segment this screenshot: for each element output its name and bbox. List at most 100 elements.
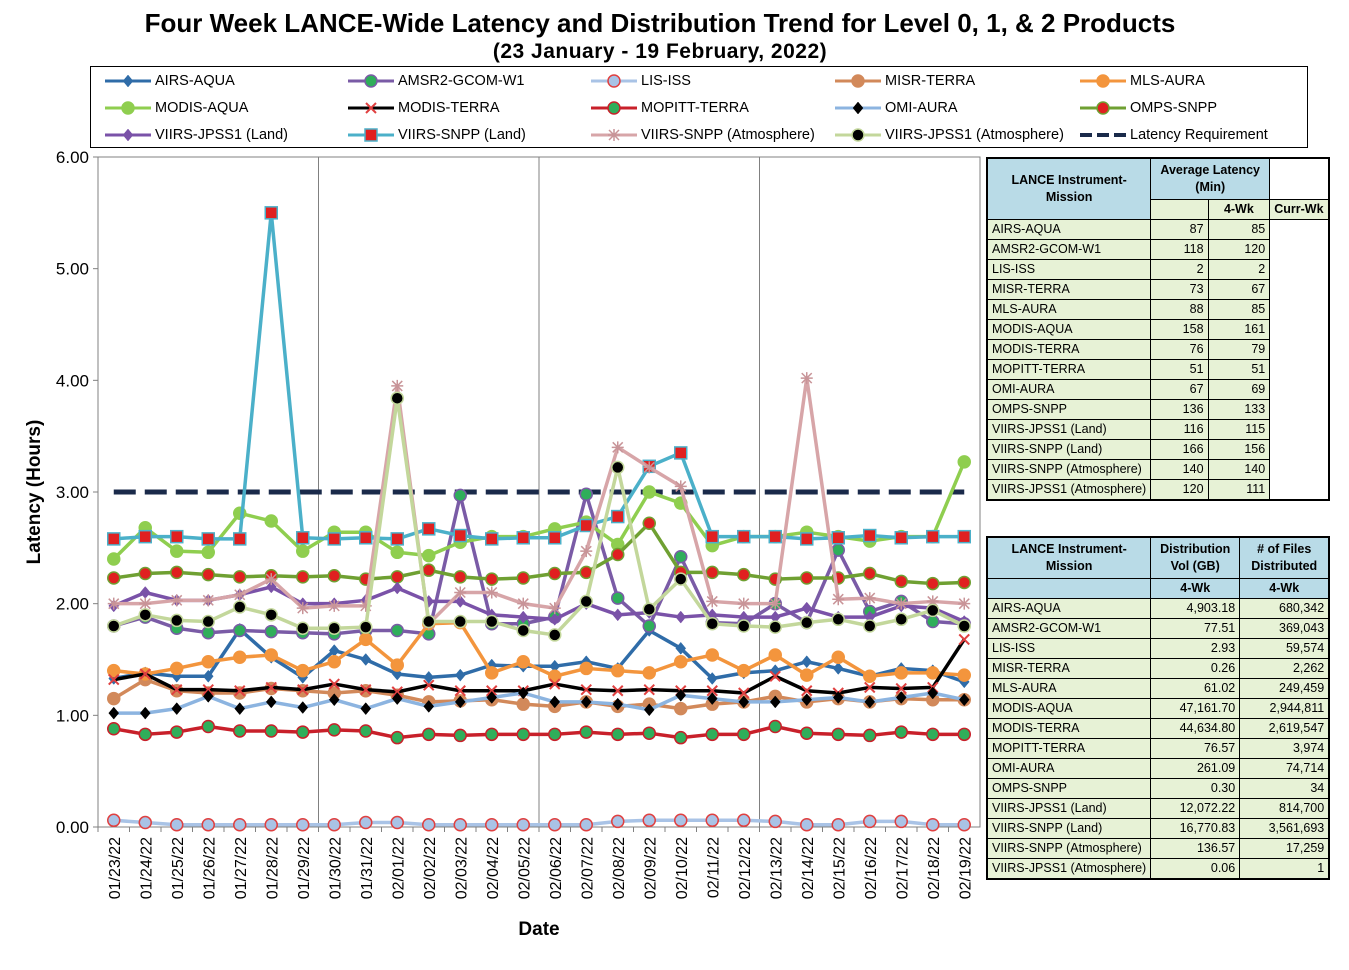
x-tick-label: 01/24/22 bbox=[138, 837, 155, 899]
data-point bbox=[422, 727, 436, 742]
data-point bbox=[643, 703, 655, 717]
series-line bbox=[113, 638, 966, 695]
data-point bbox=[107, 691, 121, 706]
data-point bbox=[138, 815, 152, 830]
distribution-table-value-cell: 61.02 bbox=[1150, 678, 1241, 699]
data-point bbox=[453, 488, 467, 503]
data-point bbox=[107, 721, 121, 736]
data-point bbox=[548, 602, 561, 615]
data-point bbox=[138, 529, 152, 544]
latency-table-instrument-cell: AIRS-AQUA bbox=[986, 219, 1152, 240]
data-point bbox=[674, 654, 688, 669]
latency-table-value-cell: 51 bbox=[1150, 359, 1209, 380]
data-point bbox=[958, 597, 971, 610]
data-point bbox=[674, 730, 688, 745]
legend-label: MODIS-AQUA bbox=[155, 100, 249, 116]
latency-table-value-cell: 116 bbox=[1150, 419, 1209, 440]
distribution-table-value-cell: 249,459 bbox=[1239, 678, 1330, 699]
data-point bbox=[705, 648, 719, 662]
distribution-table-value-cell: 3,561,693 bbox=[1239, 818, 1330, 839]
latency-table-value-cell: 166 bbox=[1150, 439, 1209, 460]
series-viirs-jpss1-atmosphere bbox=[107, 391, 971, 642]
data-point bbox=[233, 724, 247, 738]
data-point bbox=[957, 727, 971, 742]
data-point bbox=[139, 706, 151, 720]
series-line bbox=[113, 620, 965, 678]
data-point bbox=[517, 610, 529, 624]
data-point bbox=[201, 719, 215, 734]
data-point bbox=[170, 818, 184, 832]
series-lis-iss bbox=[107, 813, 971, 832]
data-point bbox=[611, 663, 625, 678]
data-point bbox=[705, 727, 719, 742]
data-point bbox=[296, 663, 310, 678]
data-point bbox=[201, 532, 215, 546]
data-point bbox=[485, 818, 499, 832]
legend-label: Latency Requirement bbox=[1130, 127, 1268, 143]
legend-marker bbox=[364, 74, 378, 88]
data-point bbox=[957, 818, 971, 832]
distribution-table-value-cell: 44,634.80 bbox=[1150, 718, 1241, 739]
latency-table-instrument-cell: OMI-AURA bbox=[986, 379, 1152, 400]
data-point bbox=[265, 695, 277, 709]
data-point bbox=[958, 693, 970, 707]
data-point bbox=[453, 528, 467, 543]
series-omps-snpp bbox=[107, 516, 971, 591]
distribution-table-blank bbox=[986, 578, 1152, 599]
distribution-table-value-cell: 16,770.83 bbox=[1150, 818, 1241, 839]
legend-label: MLS-AURA bbox=[1130, 73, 1205, 89]
distribution-table-row: VIIRS-SNPP (Land) 16,770.83 3,561,693 bbox=[986, 818, 1330, 839]
data-point bbox=[359, 724, 373, 738]
legend-swatch bbox=[835, 128, 881, 142]
data-point bbox=[737, 567, 751, 582]
data-point bbox=[453, 728, 467, 743]
data-point bbox=[579, 518, 593, 533]
latency-table-value-cell: 79 bbox=[1207, 339, 1271, 360]
data-point bbox=[107, 619, 121, 633]
latency-table-value-cell: 120 bbox=[1150, 479, 1209, 501]
data-point bbox=[327, 818, 341, 832]
data-point bbox=[423, 679, 435, 691]
data-point bbox=[675, 641, 687, 655]
latency-table-row: OMPS-SNPP 136 133 bbox=[986, 399, 1329, 420]
distribution-table-value-cell: 17,259 bbox=[1239, 838, 1330, 859]
x-tick-label: 02/12/22 bbox=[737, 837, 754, 899]
data-point bbox=[264, 624, 278, 639]
data-point bbox=[831, 531, 845, 545]
series-line bbox=[113, 724, 965, 740]
distribution-table-instrument-cell: OMI-AURA bbox=[986, 758, 1152, 779]
legend-swatch bbox=[1080, 133, 1126, 137]
data-point bbox=[327, 569, 341, 583]
data-point bbox=[202, 689, 214, 703]
legend-swatch bbox=[348, 102, 394, 114]
x-tick-label: 02/13/22 bbox=[768, 837, 785, 899]
data-point bbox=[296, 602, 309, 615]
x-tick-label: 02/18/22 bbox=[926, 837, 943, 899]
data-point bbox=[548, 727, 562, 742]
data-point bbox=[390, 545, 404, 560]
data-point bbox=[895, 597, 908, 610]
latency-table-col-4wk: 4-Wk bbox=[1207, 199, 1271, 220]
data-point bbox=[642, 602, 656, 616]
x-tick-label: 01/23/22 bbox=[107, 837, 124, 899]
data-point bbox=[738, 687, 750, 699]
legend-swatch bbox=[591, 74, 637, 88]
chart-subtitle: (23 January - 19 February, 2022) bbox=[492, 40, 828, 63]
data-point bbox=[579, 594, 593, 609]
data-point bbox=[486, 691, 498, 704]
legend-swatch bbox=[835, 101, 881, 115]
distribution-table-value-cell: 77.51 bbox=[1150, 618, 1241, 639]
data-point bbox=[138, 566, 152, 581]
data-point bbox=[265, 573, 278, 586]
data-point bbox=[642, 485, 656, 499]
data-point bbox=[706, 672, 718, 685]
series-line bbox=[113, 818, 965, 827]
distribution-table-value-cell: 4,903.18 bbox=[1150, 598, 1241, 619]
legend-marker bbox=[607, 101, 621, 115]
distribution-table-row: VIIRS-JPSS1 (Land) 12,072.22 814,700 bbox=[986, 798, 1330, 819]
data-point bbox=[642, 813, 656, 828]
latency-table-instrument-cell: MISR-TERRA bbox=[986, 279, 1152, 300]
data-point bbox=[737, 529, 751, 544]
data-point bbox=[864, 681, 876, 694]
latency-table-value-cell: 133 bbox=[1207, 399, 1271, 420]
